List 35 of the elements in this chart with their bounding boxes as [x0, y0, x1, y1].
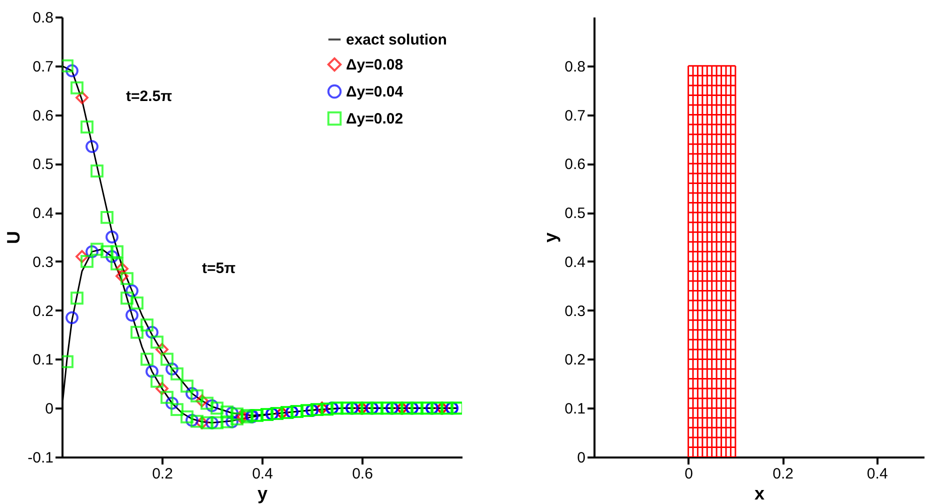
y-tick-label: 0.5 [564, 205, 586, 222]
y-tick-label: 0.8 [564, 58, 586, 76]
x-tick-label: 0.2 [152, 466, 173, 482]
x-tick-label: 0.4 [252, 466, 273, 482]
x-tick-label: 0.4 [866, 466, 888, 482]
legend-label: Δy=0.08 [346, 56, 404, 74]
legend-label: Δy=0.04 [346, 84, 404, 100]
x-axis-title: x [754, 484, 765, 504]
y-tick-label: 0 [577, 450, 586, 466]
y-tick-label: 0.5 [32, 156, 54, 174]
x-tick-label: 0.2 [772, 466, 794, 482]
y-tick-label: 0.1 [564, 400, 586, 418]
y-tick-label: 0.3 [32, 254, 54, 271]
y-tick-label: 0.4 [564, 254, 586, 271]
annotation: t=5π [202, 260, 236, 277]
y-tick-label: 0.8 [32, 10, 54, 26]
y-axis-title: y [540, 232, 561, 243]
y-tick-label: -0.1 [28, 450, 54, 466]
legend-label: Δy=0.02 [346, 110, 404, 128]
y-tick-label: 0 [45, 400, 54, 418]
y-tick-label: 0.7 [564, 107, 586, 124]
annotation: t=2.5π [126, 88, 173, 106]
y-tick-label: 0.3 [564, 302, 586, 320]
y-tick-label: 0.1 [32, 352, 54, 369]
y-tick-label: 0.7 [32, 58, 54, 76]
x-axis-title: y [257, 484, 268, 504]
legend-label: exact solution [346, 32, 447, 48]
y-tick-label: 0.4 [32, 205, 54, 222]
y-tick-label: 0.2 [564, 352, 586, 369]
y-tick-label: 0.2 [32, 302, 54, 320]
y-tick-label: 0.6 [564, 156, 586, 174]
y-axis-title: U [4, 231, 24, 244]
y-tick-label: 0.6 [32, 107, 54, 124]
x-tick-label: 0.6 [352, 466, 373, 482]
x-tick-label: 0 [684, 466, 693, 482]
